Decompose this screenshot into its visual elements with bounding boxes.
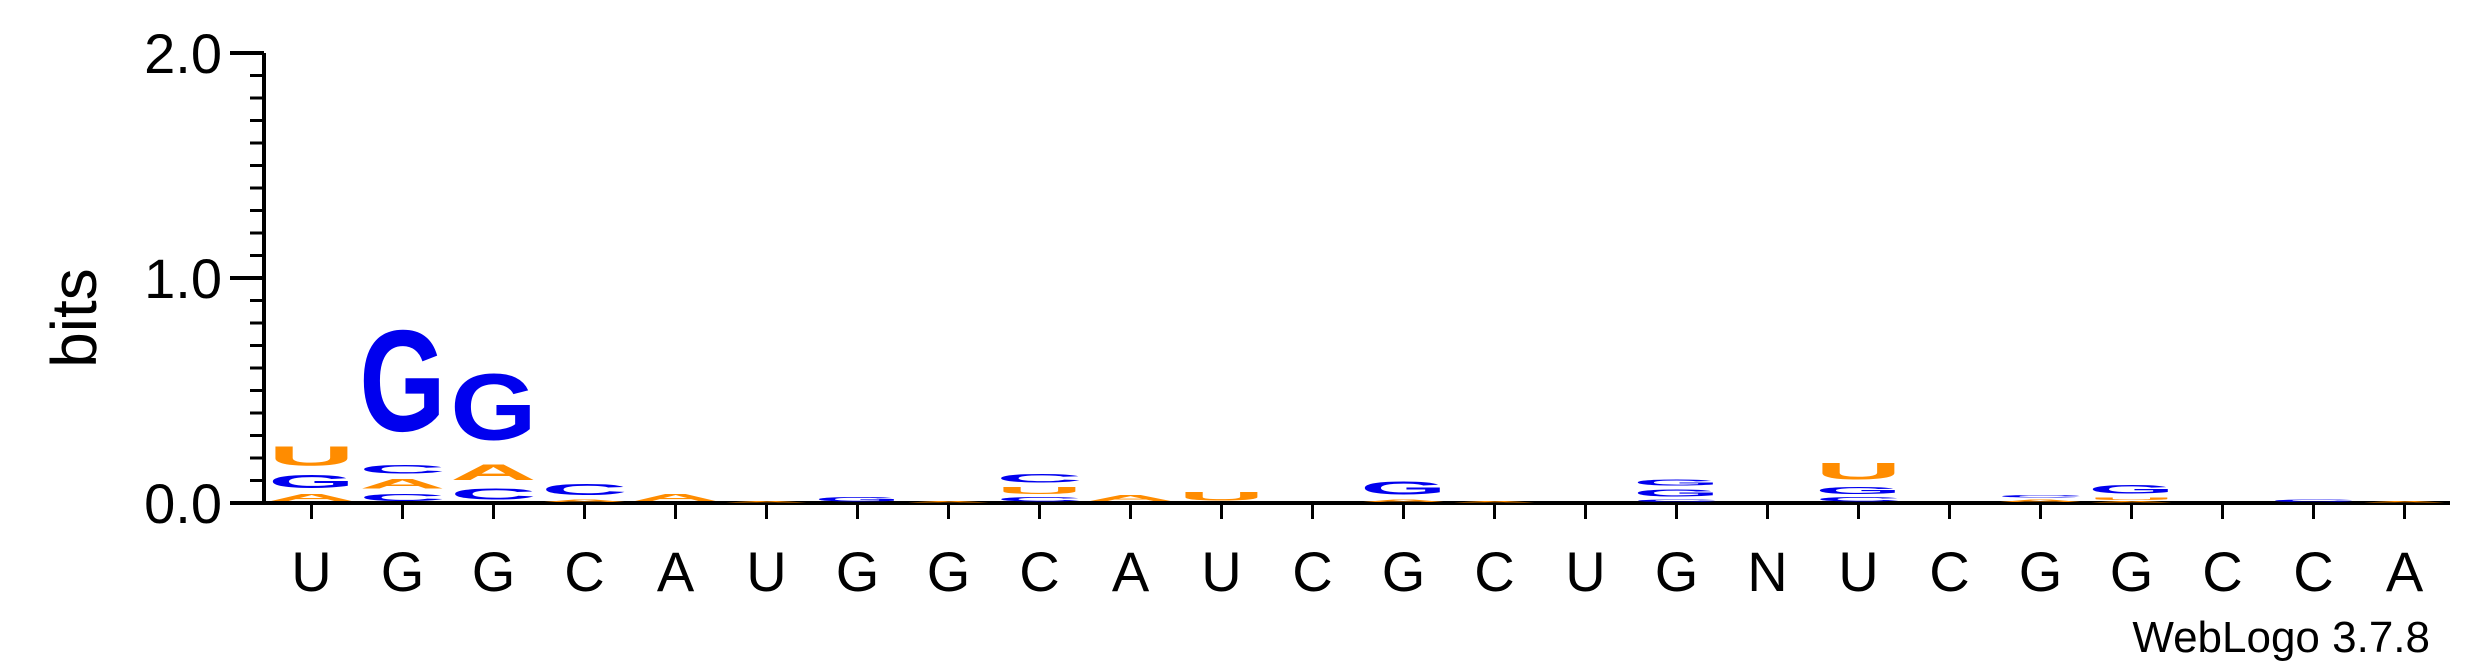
position-label: G [472,540,516,603]
position-label: G [836,540,880,603]
position-label: C [2202,540,2242,603]
position-label: G [927,540,971,603]
logo-glyph-c: C [996,472,1082,485]
position-label: C [1019,540,1059,603]
logo-glyph-a: A [723,501,809,503]
position-label: U [1565,540,1605,603]
logo-glyph-a: A [1360,498,1446,503]
position-label: U [746,540,786,603]
logo-glyph-u: U [2088,496,2174,501]
logo-glyph-g: G [268,471,354,491]
position-label: N [1747,540,1787,603]
logo-glyph-a: A [541,498,627,503]
logo-glyph-a: A [2361,501,2447,503]
logo-glyph-g: G [359,301,445,462]
logo-glyph-g: G [1360,478,1446,498]
y-axis-title: bits [38,268,110,368]
position-label: U [1838,540,1878,603]
logo-glyph-a: A [905,501,991,503]
logo-glyph-c: C [1815,496,1901,503]
logo-glyph-c: C [996,496,1082,503]
position-label: C [1474,540,1514,603]
logo-glyph-c: C [359,463,445,476]
logo-glyph-u: U [1815,458,1901,485]
logo-glyph-g: G [1633,487,1719,498]
logo-glyph-c: C [2270,498,2356,503]
y-tick-label: 2.0 [144,22,222,85]
logo-glyph-a: A [1087,494,1173,503]
logo-glyph-a: A [1997,498,2083,503]
logo-glyph-a: A [359,476,445,492]
logo-glyph-a: A [1451,501,1537,503]
logo-glyph-c: C [359,492,445,503]
logo-glyph-u: U [268,440,354,471]
position-label: A [657,540,695,603]
logo-glyph-a: A [2088,501,2174,503]
logo-glyph-g: G [2088,483,2174,497]
position-label: U [291,540,331,603]
position-label: C [1292,540,1332,603]
logo-glyph-g: G [814,496,900,503]
position-label: A [1112,540,1150,603]
logo-glyph-a: A [632,492,718,503]
position-label: G [2019,540,2063,603]
logo-glyph-c: C [1997,494,2083,499]
position-label: C [564,540,604,603]
logo-glyph-c: C [541,481,627,499]
position-label: U [1201,540,1241,603]
position-label: G [2110,540,2154,603]
position-label: C [1929,540,1969,603]
logo-glyph-g: G [1633,478,1719,487]
position-label: G [1655,540,1699,603]
logo-glyph-u: U [996,485,1082,496]
weblogo-credit: WebLogo 3.7.8 [2132,613,2430,662]
y-tick-label: 0.0 [144,472,222,535]
logo-glyph-g: G [450,354,536,459]
logo-glyph-u: U [1178,490,1264,503]
y-axis: 0.0 1.0 2.0 [144,22,266,535]
logo-glyph-c: C [1633,498,1719,503]
position-label: G [1382,540,1426,603]
logo-glyph-c: C [450,485,536,503]
y-tick-label: 1.0 [144,247,222,310]
position-label: C [2293,540,2333,603]
logo-glyph-a: A [450,460,536,485]
position-label: A [2386,540,2424,603]
position-label: G [381,540,425,603]
logo-glyph-g: G [1815,485,1901,496]
logo-glyph-a: A [268,492,354,503]
